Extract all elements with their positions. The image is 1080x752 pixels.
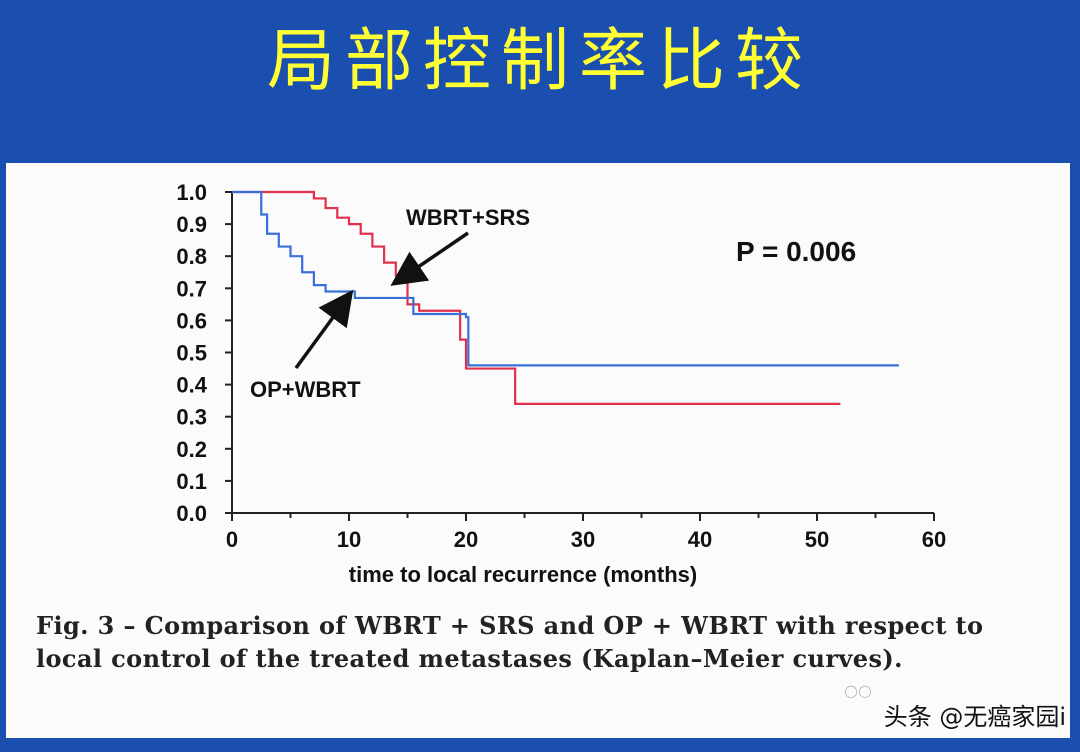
arrow-op-wbrt <box>294 289 354 370</box>
figure-panel: 0.0 0.1 0.2 0.3 0.4 0.5 0.6 0.7 0.8 0.9 1.0 0 10 20 30… <box>6 163 1070 738</box>
annotation-layer: WBRT+SRS OP+WBRT P = 0.006 <box>250 205 856 402</box>
x-tick-label: 50 <box>805 527 829 552</box>
y-tick-label: 0.8 <box>176 244 207 269</box>
y-tick-label: 0.7 <box>176 276 207 301</box>
series-line-wbrt-srs <box>232 190 841 405</box>
annotation-label-wbrt-srs: WBRT+SRS <box>406 205 530 230</box>
y-tick-label: 0.0 <box>176 501 207 526</box>
x-tick-label: 20 <box>454 527 478 552</box>
chart-axes: 0.0 0.1 0.2 0.3 0.4 0.5 0.6 0.7 0.8 0.9 1.0 0 10 20 30… <box>176 180 946 587</box>
p-value-label: P = 0.006 <box>736 236 856 267</box>
watermark: 头条 @无癌家园i <box>883 703 1066 731</box>
x-tick-label: 30 <box>571 527 595 552</box>
y-tick-label: 1.0 <box>176 180 207 205</box>
figure-caption: Fig. 3 – Comparison of WBRT + SRS and OP… <box>36 611 984 673</box>
arrow-wbrt-srs <box>390 231 469 286</box>
annotation-label-op-wbrt: OP+WBRT <box>250 377 361 402</box>
y-tick-label: 0.2 <box>176 437 207 462</box>
watermark-logo-icon: ○○ <box>844 681 872 700</box>
x-axis-title: time to local recurrence (months) <box>349 562 697 587</box>
y-tick-label: 0.1 <box>176 469 207 494</box>
y-tick-label: 0.6 <box>176 308 207 333</box>
x-tick-label: 40 <box>688 527 712 552</box>
y-tick-label: 0.9 <box>176 212 207 237</box>
y-tick-label: 0.5 <box>176 341 207 366</box>
x-tick-label: 10 <box>337 527 361 552</box>
x-tick-label: 0 <box>226 527 238 552</box>
y-tick-label: 0.4 <box>176 373 207 398</box>
y-tick-label: 0.3 <box>176 405 207 430</box>
slide-title: 局部控制率比较 <box>266 22 813 101</box>
series-layer <box>232 190 899 405</box>
km-chart: 0.0 0.1 0.2 0.3 0.4 0.5 0.6 0.7 0.8 0.9 1.0 0 10 20 30… <box>176 180 946 587</box>
series-line-op-wbrt <box>232 190 899 367</box>
x-tick-label: 60 <box>922 527 946 552</box>
